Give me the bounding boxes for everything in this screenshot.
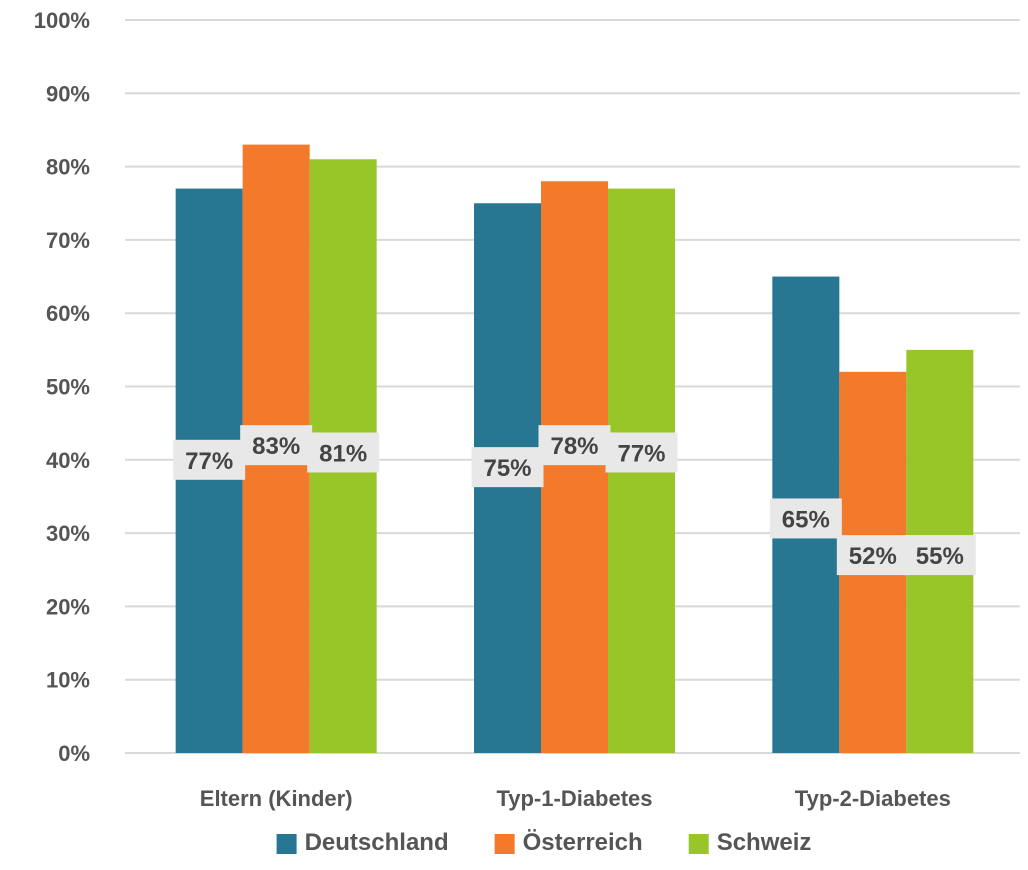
- data-label: 77%: [185, 448, 233, 475]
- data-label: 65%: [782, 506, 830, 533]
- data-label-bg: [605, 432, 678, 473]
- y-tick-label: 30%: [46, 521, 90, 546]
- y-tick-label: 60%: [46, 301, 90, 326]
- legend-label: Schweiz: [717, 829, 812, 856]
- legend-swatch: [688, 834, 709, 854]
- data-label: 75%: [483, 455, 531, 482]
- y-tick-label: 80%: [46, 155, 90, 180]
- data-label-bg: [173, 439, 246, 480]
- data-label-bg: [307, 432, 380, 473]
- legend-swatch: [494, 834, 515, 854]
- legend-swatch: [276, 834, 297, 854]
- data-label-bg: [538, 425, 611, 466]
- data-label: 78%: [550, 433, 598, 460]
- data-label-bg: [471, 447, 544, 488]
- data-label: 83%: [252, 433, 300, 460]
- legend-label: Österreich: [523, 829, 643, 856]
- category-label: Typ-2-Diabetes: [795, 786, 951, 811]
- data-labels: 77% 83% 81% 75% 78% 77% 65% 52% 55%: [173, 425, 976, 576]
- legend: Deutschland Österreich Schweiz: [276, 829, 812, 856]
- y-tick-label: 70%: [46, 228, 90, 253]
- x-axis: Eltern (Kinder) Typ-1-Diabetes Typ-2-Diabe…: [200, 786, 951, 811]
- data-label: 55%: [916, 543, 964, 570]
- data-label: 81%: [319, 440, 367, 467]
- data-label: 52%: [849, 543, 897, 570]
- data-label: 77%: [617, 440, 665, 467]
- category-label: Eltern (Kinder): [200, 786, 353, 811]
- y-tick-label: 20%: [46, 594, 90, 619]
- y-tick-label: 40%: [46, 448, 90, 473]
- data-label-bg: [240, 425, 313, 466]
- data-label-bg: [769, 498, 842, 539]
- bar: [541, 181, 608, 753]
- y-tick-label: 0%: [58, 741, 90, 766]
- data-label-bg: [836, 535, 909, 576]
- y-tick-label: 50%: [46, 375, 90, 400]
- category-label: Typ-1-Diabetes: [496, 786, 652, 811]
- y-tick-label: 100%: [34, 8, 90, 33]
- legend-label: Deutschland: [305, 829, 449, 856]
- data-label-bg: [903, 535, 976, 576]
- y-axis: 0% 10% 20% 30% 40% 50% 60% 70% 80% 90% 100%: [34, 8, 90, 766]
- y-tick-label: 10%: [46, 668, 90, 693]
- y-tick-label: 90%: [46, 81, 90, 106]
